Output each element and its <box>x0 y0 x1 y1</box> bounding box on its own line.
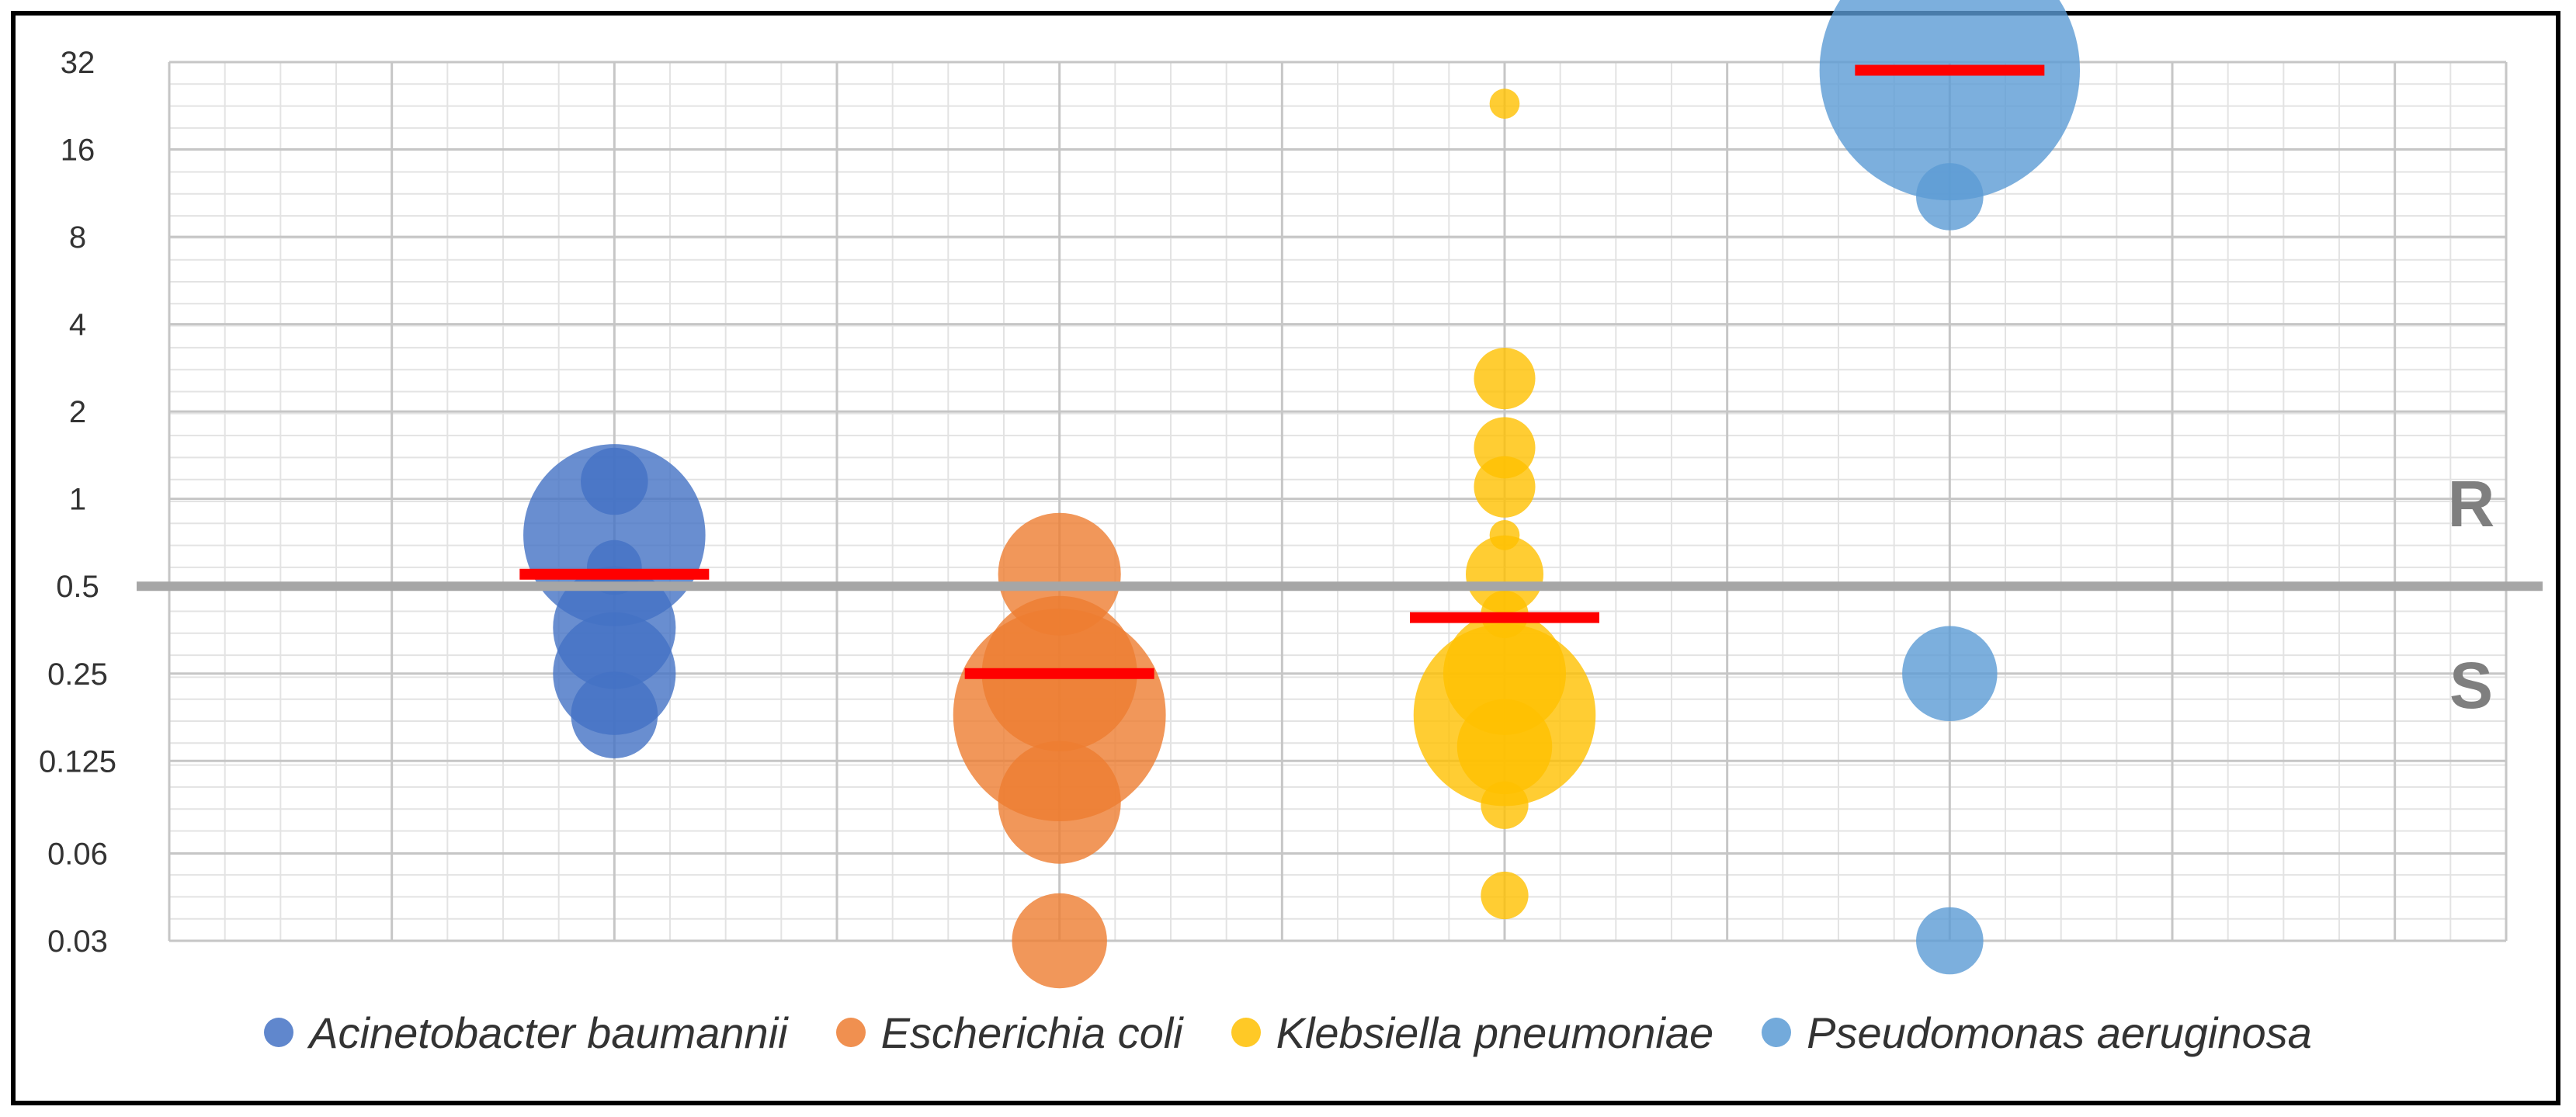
bubble <box>1012 893 1107 989</box>
bubble <box>1466 535 1543 613</box>
bubbles <box>523 0 2080 989</box>
bubble <box>1489 88 1520 119</box>
zone-label-susceptible: S <box>2449 649 2493 722</box>
y-axis-ticks: 32 16 8 4 2 1 0.5 0.25 0.125 0.06 0.03 <box>39 46 116 959</box>
bubble-series <box>1819 0 2080 975</box>
bubble <box>998 741 1121 864</box>
bubble <box>1916 907 1984 975</box>
legend-marker-icon <box>1762 1018 1792 1047</box>
bubble-series <box>1413 88 1596 920</box>
y-tick-label: 0.125 <box>39 744 116 779</box>
y-tick-label: 8 <box>69 220 86 255</box>
bubble <box>1474 456 1536 518</box>
legend-item-acinetobacter: Acinetobacter baumannii <box>264 1008 788 1058</box>
y-tick-label: 0.06 <box>47 837 108 871</box>
legend-marker-icon <box>1231 1018 1261 1047</box>
legend-label: Escherichia coli <box>880 1008 1183 1057</box>
median-markers <box>519 64 2045 679</box>
y-tick-label: 0.25 <box>47 657 108 692</box>
legend-item-escherichia: Escherichia coli <box>835 1008 1183 1058</box>
zone-label-resistant: R <box>2448 467 2495 540</box>
y-tick-label: 2 <box>69 395 86 429</box>
legend-label: Acinetobacter baumannii <box>309 1008 788 1057</box>
legend-marker-icon <box>835 1018 866 1047</box>
bubble <box>1481 781 1529 829</box>
legend-marker-icon <box>264 1018 294 1047</box>
bubble <box>953 609 1166 822</box>
y-tick-label: 1 <box>69 483 86 517</box>
bubble <box>1474 348 1536 410</box>
bubble-series <box>523 444 706 758</box>
bubble <box>571 671 658 758</box>
bubble <box>1481 871 1529 920</box>
bubble <box>1819 0 2080 201</box>
bubble <box>523 444 706 626</box>
minor-gridlines <box>168 61 2507 942</box>
y-tick-label: 4 <box>69 308 86 342</box>
y-tick-label: 16 <box>61 134 95 168</box>
bubble <box>1916 163 1984 231</box>
y-tick-label: 0.03 <box>47 924 108 959</box>
legend-item-pseudomonas: Pseudomonas aeruginosa <box>1762 1008 2312 1058</box>
y-tick-label: 32 <box>61 46 95 80</box>
bubble <box>1456 699 1553 795</box>
bubble <box>1902 626 1998 721</box>
legend-label: Klebsiella pneumoniae <box>1276 1008 1714 1057</box>
legend-item-klebsiella: Klebsiella pneumoniae <box>1231 1008 1714 1058</box>
legend-label: Pseudomonas aeruginosa <box>1807 1008 2312 1057</box>
legend: Acinetobacter baumannii Escherichia coli… <box>0 1001 2576 1063</box>
y-tick-label: 0.5 <box>56 570 99 604</box>
